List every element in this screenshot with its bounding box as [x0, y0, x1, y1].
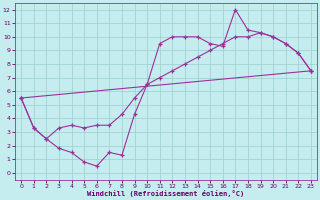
X-axis label: Windchill (Refroidissement éolien,°C): Windchill (Refroidissement éolien,°C) [87, 190, 245, 197]
